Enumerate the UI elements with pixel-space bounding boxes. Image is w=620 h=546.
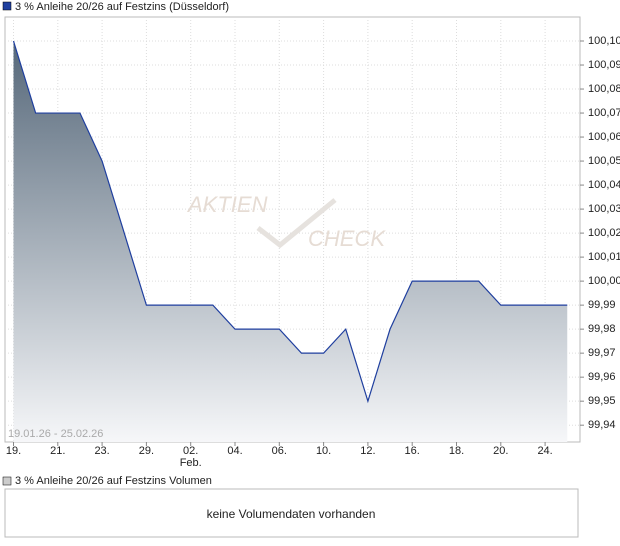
- y-tick-label: 100,10: [588, 35, 620, 47]
- y-tick-label: 100,06: [588, 131, 620, 143]
- x-tick-label: 29.: [139, 445, 154, 457]
- x-tick-label: 04.: [227, 445, 242, 457]
- legend-swatch: [2, 1, 12, 11]
- x-tick-label: 23.: [94, 445, 109, 457]
- x-tick-label: 24.: [537, 445, 552, 457]
- y-tick-label: 100,00: [588, 275, 620, 287]
- date-range: 19.01.26 - 25.02.26: [8, 428, 103, 440]
- y-tick-label: 99,94: [588, 419, 616, 431]
- month-label: Feb.: [180, 457, 202, 469]
- volume-legend: 3 % Anleihe 20/26 auf Festzins Volumen: [15, 475, 212, 487]
- watermark: CHECK: [308, 226, 386, 251]
- y-tick-label: 99,97: [588, 347, 616, 359]
- chart-title: 3 % Anleihe 20/26 auf Festzins (Düsseldo…: [15, 1, 229, 13]
- y-tick-label: 99,98: [588, 323, 616, 335]
- x-tick-label: 20.: [493, 445, 508, 457]
- y-tick-label: 99,96: [588, 371, 616, 383]
- x-tick-label: 02.: [183, 445, 198, 457]
- watermark: AKTIEN: [186, 192, 268, 217]
- y-tick-label: 100,01: [588, 251, 620, 263]
- line: [12, 40, 568, 404]
- x-tick-label: 06.: [272, 445, 287, 457]
- y-tick-label: 99,99: [588, 299, 616, 311]
- y-tick-label: 100,03: [588, 203, 620, 215]
- x-tick-label: 10.: [316, 445, 331, 457]
- y-tick-label: 100,09: [588, 59, 620, 71]
- watermark-check: [256, 198, 337, 249]
- x-tick-label: 16.: [405, 445, 420, 457]
- x-tick-label: 12.: [360, 445, 375, 457]
- area: [13, 41, 568, 443]
- volume-frame: [4, 488, 579, 538]
- y-tick-label: 100,08: [588, 83, 620, 95]
- x-tick-label: 18.: [449, 445, 464, 457]
- x-tick-label: 21.: [50, 445, 65, 457]
- y-tick-label: 100,05: [588, 155, 620, 167]
- y-tick-label: 100,04: [588, 179, 620, 191]
- legend-swatch: [2, 476, 12, 486]
- y-tick-label: 100,02: [588, 227, 620, 239]
- y-tick-label: 99,95: [588, 395, 616, 407]
- volume-message: keine Volumendaten vorhanden: [207, 507, 376, 521]
- y-tick-label: 100,07: [588, 107, 620, 119]
- plot: [5, 17, 580, 443]
- x-tick-label: 19.: [6, 445, 21, 457]
